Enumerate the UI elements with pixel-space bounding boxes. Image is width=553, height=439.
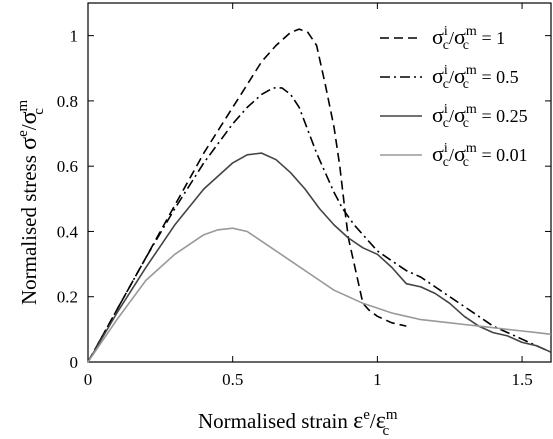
x-tick-label: 1 <box>373 370 382 389</box>
x-tick-label: 0 <box>84 370 93 389</box>
axis-titles: Normalised strain εe/εm c Normalised stres… <box>15 99 398 439</box>
x-tick-label: 0.5 <box>222 370 243 389</box>
legend-label-2: σi c/σm c = 0.5 <box>432 63 519 92</box>
y-axis-title: Normalised stress σe/σmc <box>15 99 47 305</box>
legend-label-1: σi c/σm c = 1 <box>432 24 505 53</box>
axes: 0 0.5 1 1.5 0 0.2 0.4 0.6 0.8 1 <box>57 2 552 389</box>
legend: σi c/σm c = 1 σi c/σm c = 0.5 σi c/σm c = 0.25 σi… <box>380 24 528 170</box>
y-tick-label: 0 <box>70 353 79 372</box>
x-axis-title: Normalised strain εe/εm c <box>198 407 398 439</box>
series-line-2 <box>87 87 552 363</box>
series-line-3 <box>87 152 552 363</box>
series-line-4 <box>87 227 552 363</box>
y-tick-label: 0.4 <box>57 222 79 241</box>
legend-label-4: σi c/σm c = 0.01 <box>432 141 528 170</box>
x-tick-label: 1.5 <box>511 370 532 389</box>
legend-label-3: σi c/σm c = 0.25 <box>432 102 528 131</box>
series-lines <box>87 28 552 363</box>
y-tick-label: 1 <box>70 27 79 46</box>
y-tick-label: 0.8 <box>57 92 78 111</box>
y-tick-label: 0.2 <box>57 288 78 307</box>
y-tick-label: 0.6 <box>57 157 78 176</box>
plot-frame <box>87 2 552 363</box>
series-line-1 <box>87 28 407 363</box>
